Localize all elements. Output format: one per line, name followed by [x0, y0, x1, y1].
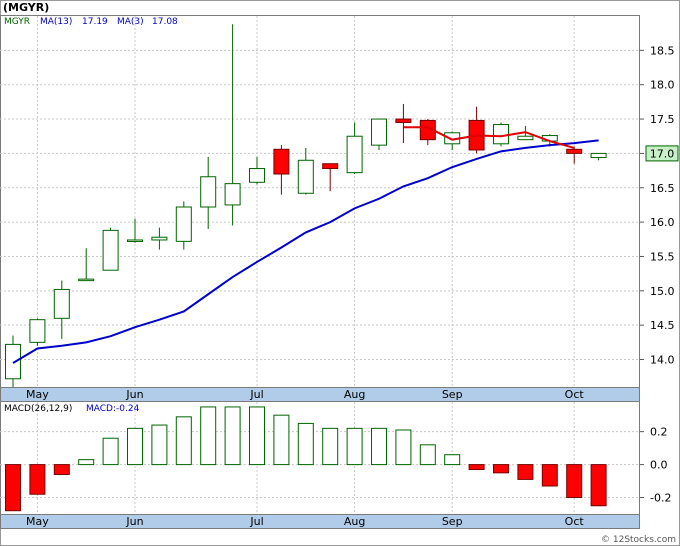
candle-body: [590, 152, 607, 159]
month-label: Sep: [442, 388, 463, 401]
candle-body: [517, 135, 534, 141]
candle-body: [175, 206, 192, 242]
candle-body: [322, 163, 339, 170]
macd-bar: [297, 422, 314, 466]
price-x-axis: May Jun Jul Aug Sep Oct: [26, 388, 584, 401]
legend-ma13-label: MA(13): [40, 17, 72, 27]
month-label: Aug: [344, 388, 365, 401]
macd-month-label: Oct: [565, 515, 585, 528]
candle-body: [200, 176, 217, 208]
macd-month-label: Jun: [125, 515, 143, 528]
current-price-box-bg: [645, 145, 679, 162]
macd-bar: [517, 464, 534, 480]
ma13-line: [12, 139, 599, 364]
macd-bar: [249, 406, 265, 466]
macd-legend-label: MACD(26,12,9): [4, 404, 72, 414]
macd-tick-label: -0.2: [650, 492, 671, 505]
macd-month-label: Aug: [344, 515, 365, 528]
macd-panel: -0.2 0.0 0.2 MACD(26,12,9) MACD:-0.24 May J…: [0, 401, 671, 529]
macd-bar: [151, 424, 168, 466]
price-tick-label: 17.5: [650, 113, 675, 126]
macd-x-axis: May Jun Jul Aug Sep Oct: [26, 515, 584, 528]
price-panel: 14.0 14.5 15.0 15.5 16.0 16.5 17.0 17.5 18.0 18.5…: [0, 15, 679, 402]
macd-bar: [29, 464, 46, 495]
macd-bar: [224, 406, 241, 466]
price-y-axis: 14.0 14.5 15.0 15.5 16.0 16.5 17.0 17.5 18.0 18.5: [640, 44, 675, 367]
macd-legend-value: MACD:-0.24: [86, 404, 140, 414]
price-tick-label: 14.0: [650, 354, 675, 367]
macd-y-axis: -0.2 0.0 0.2: [640, 426, 671, 505]
macd-bar: [493, 464, 509, 474]
candle-body: [151, 236, 168, 241]
macd-month-label: Sep: [442, 515, 463, 528]
macd-bar: [127, 427, 143, 466]
current-price-label: 17.0: [650, 147, 675, 160]
candle-body: [346, 135, 363, 174]
macd-bar: [590, 464, 607, 507]
candle-body: [395, 118, 412, 123]
watermark: © 12Stocks.com: [601, 535, 676, 545]
candle-body: [493, 124, 509, 145]
macd-bar: [200, 406, 217, 466]
candle-body: [273, 148, 290, 175]
month-label: May: [26, 388, 49, 401]
legend-ma3-value: 17.08: [152, 17, 178, 27]
ticker-title: (MGYR): [3, 1, 49, 14]
candle-body: [5, 343, 21, 380]
month-label: Jun: [125, 388, 143, 401]
candle-body: [78, 278, 95, 282]
macd-bar: [346, 427, 363, 466]
macd-bar: [468, 464, 485, 471]
candle-body: [127, 239, 143, 242]
macd-tick-label: 0.0: [650, 459, 668, 472]
price-tick-label: 16.5: [650, 182, 675, 195]
macd-bar: [5, 464, 21, 512]
candle-body: [566, 148, 583, 154]
ma3-line: [403, 126, 575, 149]
macd-legend: MACD(26,12,9) MACD:-0.24: [4, 404, 140, 414]
price-plot-area: [0, 15, 640, 388]
macd-x-axis-band: [0, 514, 640, 529]
macd-bar: [78, 459, 95, 466]
price-tick-label: 18.0: [650, 79, 675, 92]
macd-bar: [395, 429, 412, 466]
current-price-box: 17.0: [645, 145, 679, 162]
price-tick-label: 16.0: [650, 216, 675, 229]
macd-month-label: Jul: [249, 515, 263, 528]
macd-bar: [371, 427, 387, 466]
candle-body: [249, 168, 265, 183]
candle-body: [53, 288, 70, 319]
legend-ma13-value: 17.19: [82, 17, 108, 27]
macd-month-label: May: [26, 515, 49, 528]
price-legend: MGYR MA(13) 17.19 MA(3) 17.08: [4, 17, 178, 27]
candle-body: [371, 118, 387, 146]
month-label: Oct: [565, 388, 585, 401]
candle-body: [224, 183, 241, 206]
price-tick-label: 15.5: [650, 250, 675, 263]
price-tick-label: 14.5: [650, 319, 675, 332]
macd-bar: [566, 464, 583, 499]
macd-bar: [444, 454, 461, 466]
macd-tick-label: 0.2: [650, 426, 668, 439]
price-tick-label: 15.0: [650, 285, 675, 298]
price-grid: [0, 16, 640, 387]
macd-bar: [175, 416, 192, 466]
price-tick-label: 18.5: [650, 44, 675, 57]
legend-symbol: MGYR: [4, 17, 30, 27]
macd-bar: [102, 437, 119, 466]
candle-body: [29, 319, 46, 343]
price-x-axis-band: [0, 387, 640, 402]
candle-body: [297, 159, 314, 194]
macd-bar: [541, 464, 558, 487]
candle-body: [102, 229, 119, 271]
macd-bar: [322, 427, 339, 466]
macd-bars: [5, 406, 607, 512]
legend-ma3-label: MA(3): [117, 17, 144, 27]
macd-bar: [419, 444, 436, 466]
macd-bar: [273, 414, 290, 466]
macd-bar: [53, 464, 70, 475]
month-label: Jul: [249, 388, 263, 401]
